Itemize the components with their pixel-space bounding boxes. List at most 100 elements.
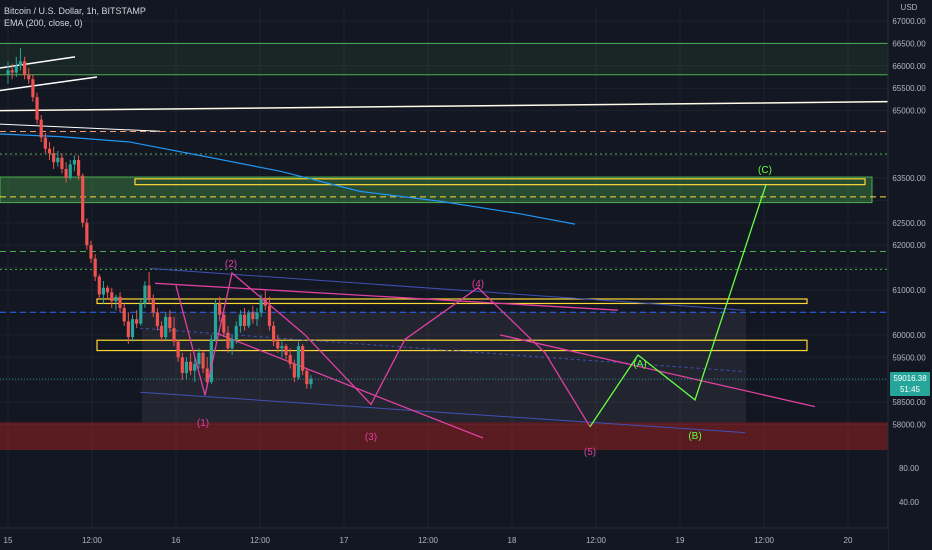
candle-body <box>309 378 313 385</box>
candle-body <box>126 321 130 338</box>
projection-label: (C) <box>758 165 772 176</box>
time-axis-tick: 12:00 <box>250 536 271 545</box>
candle-body <box>18 61 23 66</box>
candle-body <box>139 303 143 324</box>
time-axis-tick: 12:00 <box>586 536 607 545</box>
elliott-wave-label: (3) <box>365 432 377 443</box>
candle-body <box>251 312 255 320</box>
candle-body <box>222 314 226 333</box>
wedge-upper-pink <box>154 282 619 311</box>
trendline-white <box>0 123 161 132</box>
candle-body <box>205 368 209 382</box>
price-axis-tick: 66000.00 <box>892 62 926 71</box>
price-axis-tick: 61000.00 <box>892 286 926 295</box>
candle-body <box>147 285 151 299</box>
candle-body <box>14 65 18 73</box>
candle-body <box>122 307 126 322</box>
key-zone-yellow <box>134 178 866 186</box>
candle-body <box>168 316 172 329</box>
time-axis-tick: 19 <box>676 536 685 545</box>
candle-body <box>155 312 159 326</box>
candle-body <box>101 287 106 295</box>
price-axis-tick: 65500.00 <box>892 84 926 93</box>
candle-body <box>10 70 14 73</box>
candle-body <box>247 312 251 326</box>
candle-body <box>23 61 27 75</box>
candle-body <box>52 153 56 163</box>
candle-body <box>81 175 85 223</box>
trendline-white <box>0 100 889 112</box>
wedge-lower-pink <box>214 332 484 439</box>
candle-body <box>255 312 259 320</box>
candle-body <box>267 305 272 326</box>
price-axis-tick: 66500.00 <box>892 39 926 48</box>
candle-body <box>135 319 139 324</box>
elliott-wave-label: (4) <box>472 279 484 290</box>
key-zone-yellow <box>96 298 808 305</box>
projection-label: (A) <box>633 359 646 370</box>
candle-body <box>301 346 305 371</box>
candle-body <box>64 168 68 178</box>
range-box <box>142 312 746 423</box>
candle-body <box>230 339 234 349</box>
candle-body <box>218 303 222 315</box>
candle-body <box>35 97 39 120</box>
trendline-white <box>0 76 98 92</box>
price-axis-tick: 58500.00 <box>892 398 926 407</box>
candle-body <box>296 346 301 378</box>
candle-body <box>151 298 155 313</box>
elliott-wave-path <box>175 271 591 428</box>
price-axis-tick: 65000.00 <box>892 107 926 116</box>
demand-zone-red <box>0 422 888 450</box>
price-axis-bg <box>888 0 932 550</box>
candle-body <box>226 332 230 349</box>
symbol-legend[interactable]: Bitcoin / U.S. Dollar, 1h, BITSTAMP <box>4 6 146 16</box>
candle-body <box>172 328 176 342</box>
time-axis-tick: 17 <box>340 536 349 545</box>
time-axis-tick: 15 <box>4 536 13 545</box>
candle-body <box>238 314 242 326</box>
candle-body <box>176 341 180 358</box>
current-price-tag[interactable] <box>890 371 930 396</box>
candle-body <box>68 164 72 178</box>
time-axis-tick: 20 <box>844 536 853 545</box>
candle-body <box>209 339 213 382</box>
candle-body <box>27 74 31 80</box>
candle-body <box>89 245 93 259</box>
candle-body <box>288 355 292 365</box>
candle-body <box>76 159 81 176</box>
candle-body <box>6 70 10 75</box>
candle-body <box>97 276 101 295</box>
projection-label: (B) <box>688 431 701 442</box>
candle-body <box>31 79 35 98</box>
candle-body <box>259 298 263 313</box>
candle-body <box>110 292 114 302</box>
candle-body <box>60 157 64 169</box>
projection-path <box>589 184 767 428</box>
zone-top-green <box>0 43 888 75</box>
currency-label: USD <box>901 3 918 12</box>
price-axis-tick: 62000.00 <box>892 241 926 250</box>
candle-body <box>242 314 247 326</box>
candle-body <box>292 364 296 378</box>
price-axis-tick: 63500.00 <box>892 174 926 183</box>
candle-body <box>47 148 52 154</box>
candle-body <box>234 325 238 340</box>
channel-lower-blue <box>139 391 746 434</box>
candle-body <box>43 137 47 149</box>
time-axis-tick: 12:00 <box>82 536 103 545</box>
candle-body <box>72 159 76 165</box>
time-axis-tick: 16 <box>172 536 181 545</box>
candle-body <box>118 296 122 308</box>
time-axis-bg <box>0 528 888 550</box>
candle-body <box>56 157 60 163</box>
current-price-label: 59016.38 <box>893 374 927 383</box>
candle-body <box>280 346 284 349</box>
price-axis-tick: 60000.00 <box>892 331 926 340</box>
supply-zone-green <box>0 176 873 204</box>
volume-axis-tick: 80.00 <box>899 464 920 473</box>
indicator-legend[interactable]: EMA (200, close, 0) <box>4 18 83 28</box>
candle-body <box>106 287 110 293</box>
